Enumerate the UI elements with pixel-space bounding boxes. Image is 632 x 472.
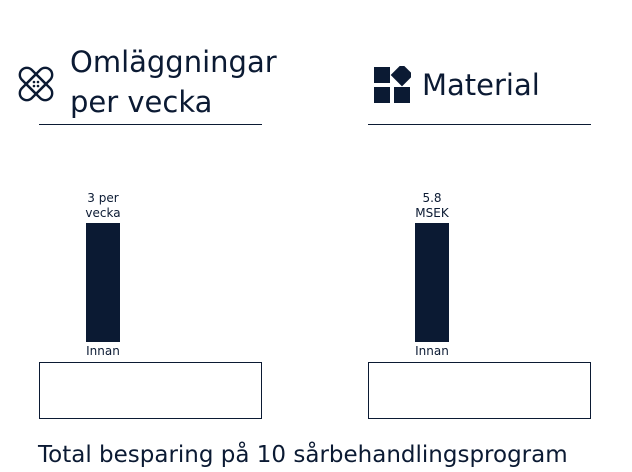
- bandage-icon: [18, 66, 54, 102]
- legend-box: [368, 362, 591, 419]
- bar-chart-dressings: 3 per vecka Innan: [85, 191, 120, 358]
- panel-title: Material: [422, 68, 540, 102]
- data-label: 3 per vecka: [85, 191, 120, 220]
- panel-material: Material 5.8 MSEK Innan: [340, 0, 610, 420]
- bar-innan: [415, 223, 449, 342]
- title-divider: [39, 124, 262, 125]
- legend-box: [39, 362, 262, 419]
- category-label: Innan: [86, 344, 120, 358]
- title-divider: [368, 124, 591, 125]
- category-label: Innan: [415, 344, 449, 358]
- shapes-icon: [374, 66, 411, 103]
- panel-title: Omläggningar per vecka: [70, 45, 277, 119]
- bar-chart-material: 5.8 MSEK Innan: [415, 191, 450, 358]
- footer-caption: Total besparing på 10 sårbehandlingsprog…: [38, 442, 568, 468]
- bar-innan: [86, 223, 120, 342]
- data-label: 5.8 MSEK: [415, 191, 450, 220]
- panel-dressings: Omläggningar per vecka 3 per vecka Innan: [10, 0, 280, 420]
